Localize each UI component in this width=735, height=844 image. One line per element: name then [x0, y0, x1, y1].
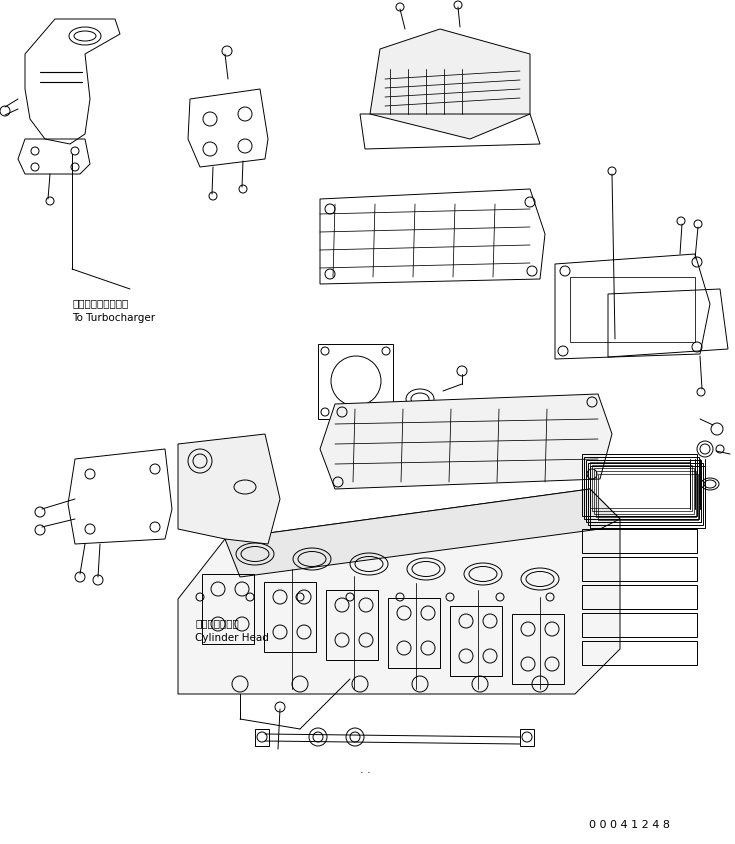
Bar	[588, 463, 703, 525]
Bar	[596, 472, 696, 517]
Bar	[582, 614, 697, 637]
Bar	[318, 344, 393, 419]
Bar	[590, 467, 705, 528]
Bar	[584, 457, 699, 519]
Text: 0 0 0 4 1 2 4 8: 0 0 0 4 1 2 4 8	[589, 819, 670, 829]
Bar	[582, 529, 697, 554]
Bar	[520, 729, 534, 746]
Bar	[326, 590, 378, 660]
Text: ターボチャージャへ: ターボチャージャへ	[72, 298, 128, 307]
Bar	[590, 463, 690, 508]
Bar	[592, 465, 692, 511]
Bar	[570, 278, 695, 343]
Bar	[586, 461, 701, 522]
Bar	[202, 574, 254, 644]
Text: シリンダヘッド: シリンダヘッド	[195, 617, 239, 627]
Bar	[582, 557, 697, 582]
Polygon shape	[178, 490, 620, 694]
Text: Cylinder Head: Cylinder Head	[195, 632, 269, 642]
Bar	[582, 585, 697, 609]
Polygon shape	[178, 435, 280, 544]
Bar	[255, 729, 269, 746]
Bar	[582, 454, 697, 517]
Bar	[598, 474, 698, 521]
Bar	[594, 468, 694, 514]
Bar	[512, 614, 564, 684]
Bar	[582, 641, 697, 665]
Bar	[264, 582, 316, 652]
Polygon shape	[320, 394, 612, 490]
Bar	[450, 606, 502, 676]
Text: To Turbocharger: To Turbocharger	[72, 312, 155, 322]
Text: . .: . .	[359, 764, 370, 774]
Polygon shape	[370, 30, 530, 140]
Bar	[388, 598, 440, 668]
Polygon shape	[225, 490, 620, 577]
